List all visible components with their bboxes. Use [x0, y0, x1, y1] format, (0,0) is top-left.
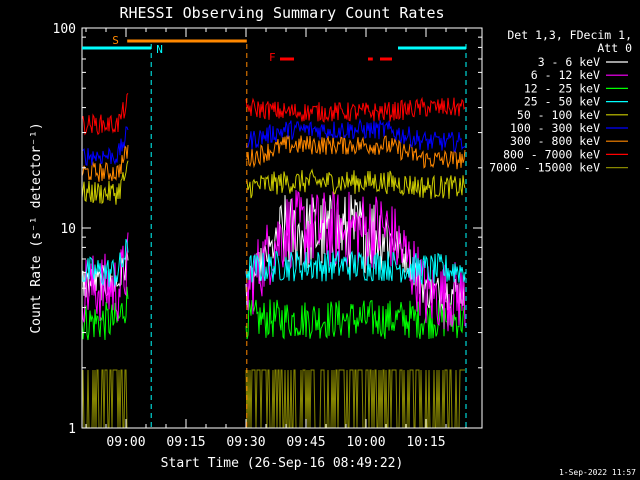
legend-label: 7000 - 15000 keV	[489, 161, 600, 175]
series-line-0	[81, 194, 466, 312]
series-line-5	[81, 118, 466, 166]
legend-label: 800 - 7000 keV	[503, 147, 600, 161]
axes: 09:00 09:15 09:30 09:45 10:00 10:15 1 10 100 S N F	[53, 22, 482, 450]
legend-header-line1: Det 1,3, FDecim 1,	[507, 28, 632, 42]
legend-label: 300 - 800 keV	[510, 134, 600, 148]
footer-timestamp: 1-Sep-2022 11:57	[559, 468, 636, 477]
series-line-4	[81, 160, 466, 205]
legend-label: 100 - 300 keV	[510, 121, 600, 135]
legend-label: 50 - 100 keV	[517, 108, 600, 122]
y-tick-label: 10	[60, 222, 76, 237]
y-tick-label: 1	[68, 422, 76, 437]
series-line-3	[81, 238, 466, 287]
y-axis-label: Count Rate (s⁻¹ detector⁻¹)	[29, 122, 44, 333]
series-line-7	[81, 92, 466, 136]
flag-label: S	[112, 34, 119, 47]
x-tick-label: 10:00	[346, 435, 385, 450]
flag-label: F	[269, 51, 276, 64]
plot-data	[81, 92, 466, 429]
x-tick-label: 09:00	[106, 435, 145, 450]
x-tick-label: 09:30	[226, 435, 265, 450]
series-line-2	[81, 286, 466, 341]
legend-header-line2: Att 0	[597, 41, 632, 55]
legend-label: 6 - 12 keV	[531, 68, 600, 82]
x-tick-label: 09:15	[166, 435, 205, 450]
chart-title: RHESSI Observing Summary Count Rates	[119, 4, 444, 22]
legend-label: 3 - 6 keV	[538, 55, 600, 69]
plot-frame	[81, 27, 483, 429]
legend-label: 25 - 50 keV	[524, 95, 600, 109]
x-axis-label: Start Time (26-Sep-16 08:49:22)	[161, 456, 404, 471]
x-tick-label: 09:45	[286, 435, 325, 450]
series-line-6	[81, 135, 466, 182]
legend-label: 12 - 25 keV	[524, 81, 600, 95]
x-tick-label: 10:15	[406, 435, 445, 450]
series-line-8	[81, 369, 465, 429]
flag-label: N	[156, 43, 163, 56]
y-tick-label: 100	[53, 22, 76, 37]
